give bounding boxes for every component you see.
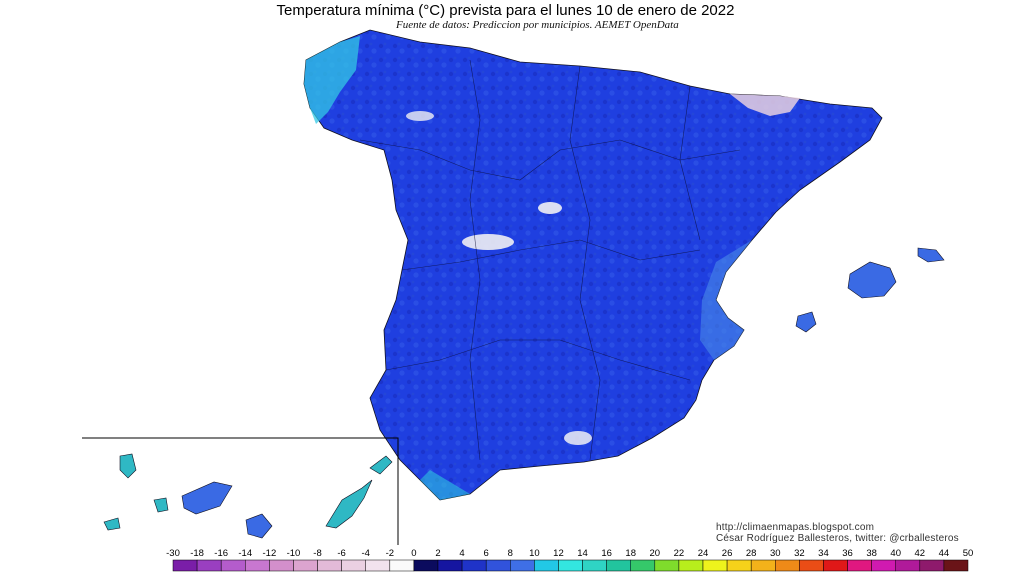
- credit-author: César Rodríguez Ballesteros, twitter: @c…: [716, 533, 959, 544]
- legend-color-swatch: [799, 559, 824, 572]
- legend-tick-label: 22: [673, 548, 685, 559]
- legend-color-swatch: [245, 559, 270, 572]
- legend-tick-label: 44: [938, 548, 950, 559]
- legend-color-swatch: [510, 559, 535, 572]
- legend-tick-label: -18: [190, 548, 204, 559]
- legend-tick-label: -6: [337, 548, 346, 559]
- legend-tick-label: -16: [214, 548, 229, 559]
- menorca-island: [917, 247, 945, 263]
- legend-tick-labels: -30 -18 -16 -14 -12 -10 -8 -6 -4 -2 0 2 4 6 8 10 12 14 16 1…: [0, 548, 1024, 560]
- ibiza-island: [795, 311, 817, 333]
- legend-tick-label: 16: [601, 548, 612, 559]
- legend-color-swatch: [847, 559, 872, 572]
- legend-tick-label: 2: [435, 548, 441, 559]
- legend-tick-label: -14: [238, 548, 253, 559]
- legend-tick-label: 24: [697, 548, 709, 559]
- map-subtitle: Fuente de datos: Prediccion por municipi…: [396, 19, 679, 31]
- south-coast-region: [420, 470, 470, 500]
- canarias-islands: [103, 453, 393, 539]
- galicia-region: [304, 36, 360, 124]
- legend-tick-label: -4: [361, 548, 370, 559]
- legend-tick-label: 40: [890, 548, 902, 559]
- legend-color-swatch: [293, 559, 318, 572]
- legend-tick-label: -2: [385, 548, 395, 559]
- legend-color-swatch: [895, 559, 921, 572]
- sierra-patch: [406, 111, 434, 121]
- legend-color-swatch: [558, 559, 583, 572]
- temperature-colorbar: [172, 559, 969, 572]
- legend-color-swatch: [220, 559, 246, 572]
- legend-color-swatch: [389, 559, 415, 572]
- legend-color-swatch: [630, 559, 656, 572]
- legend-tick-label: -12: [262, 548, 277, 559]
- legend-color-swatch: [823, 559, 848, 572]
- legend-tick-label: 38: [866, 548, 877, 559]
- legend-tick-label: 4: [459, 548, 465, 559]
- legend-tick-label: 26: [721, 548, 733, 559]
- legend-color-swatch: [678, 559, 704, 572]
- legend-tick-label: 18: [625, 548, 637, 559]
- sierra-patch: [538, 202, 562, 214]
- legend-color-swatch: [485, 559, 511, 572]
- legend-tick-label: 0: [411, 548, 417, 559]
- legend-tick-label: 36: [842, 548, 853, 559]
- legend-tick-label: 32: [794, 548, 805, 559]
- legend-color-swatch: [196, 559, 222, 572]
- map-title: Temperatura mínima (°C) prevista para el…: [276, 2, 735, 19]
- legend-color-swatch: [269, 559, 294, 572]
- legend-color-swatch: [775, 559, 800, 572]
- legend-tick-label: 50: [962, 548, 974, 559]
- legend-color-swatch: [654, 559, 680, 572]
- legend-color-swatch: [582, 559, 607, 572]
- east-coast-region: [700, 240, 752, 360]
- legend-tick-label: 42: [914, 548, 926, 559]
- legend-color-swatch: [750, 559, 776, 572]
- sierra-patch: [564, 431, 592, 445]
- legend-tick-label: 6: [483, 548, 489, 559]
- legend-color-swatch: [413, 559, 439, 572]
- legend-color-swatch: [317, 559, 342, 572]
- legend-tick-label: 34: [818, 548, 829, 559]
- legend-tick-label: -10: [286, 548, 301, 559]
- credit-url: http://climaenmapas.blogspot.com: [716, 522, 875, 533]
- legend-tick-label: -8: [313, 548, 322, 559]
- legend-color-swatch: [534, 559, 559, 572]
- legend-color-swatch: [606, 559, 631, 572]
- legend-tick-label: 30: [769, 548, 781, 559]
- legend-color-swatch: [341, 559, 366, 572]
- legend-tick-label: 28: [745, 548, 757, 559]
- canarias-inset-frame: [82, 437, 399, 545]
- sierra-patch: [462, 234, 514, 250]
- legend-tick-label: 10: [529, 548, 540, 559]
- legend-color-swatch: [461, 559, 487, 572]
- legend-color-swatch: [172, 559, 198, 572]
- legend-tick-label: 12: [553, 548, 564, 559]
- mallorca-island: [847, 261, 897, 299]
- pyrenees-region: [730, 94, 800, 116]
- legend-color-swatch: [871, 559, 896, 572]
- legend-color-swatch: [919, 559, 945, 572]
- legend-tick-label: 20: [649, 548, 661, 559]
- legend-color-swatch: [702, 559, 728, 572]
- legend-tick-label: 14: [577, 548, 588, 559]
- legend-tick-label: -30: [166, 548, 180, 559]
- legend-color-swatch: [437, 559, 463, 572]
- province-borders: [359, 59, 741, 461]
- legend-color-swatch: [943, 559, 969, 572]
- legend-color-swatch: [726, 559, 752, 572]
- legend-tick-label: 8: [507, 548, 513, 559]
- peninsula-landmass: [303, 29, 883, 501]
- legend-color-swatch: [365, 559, 391, 572]
